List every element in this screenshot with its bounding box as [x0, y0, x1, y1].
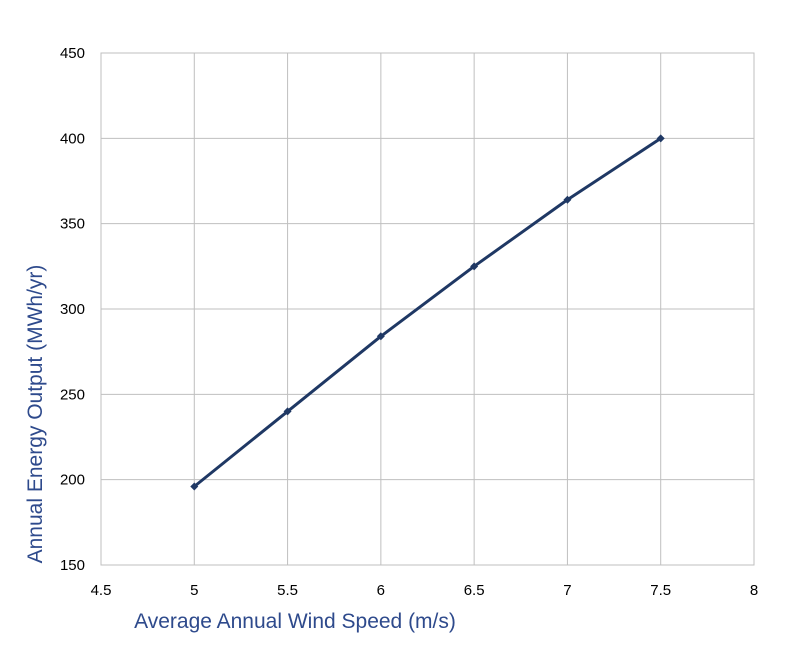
data-point-marker: [656, 134, 665, 143]
data-point-marker: [376, 332, 385, 341]
y-tick-label: 350: [60, 216, 85, 233]
data-point-marker: [470, 262, 479, 271]
x-tick-label: 7.5: [650, 582, 671, 599]
data-point-marker: [190, 482, 199, 491]
y-tick-label: 200: [60, 472, 85, 489]
y-tick-label: 250: [60, 386, 85, 403]
series-group: [190, 134, 665, 491]
x-tick-label: 6.5: [464, 582, 485, 599]
x-tick-label: 4.5: [91, 582, 112, 599]
plot-area-border: [100, 52, 755, 566]
x-tick-label: 5.5: [277, 582, 298, 599]
x-tick-label: 8: [750, 582, 758, 599]
series-line: [193, 137, 662, 488]
y-tick-labels: 150 200 250 300 350 400 450: [60, 45, 85, 574]
data-point-marker: [283, 407, 292, 416]
y-tick-label: 400: [60, 130, 85, 147]
x-axis-label: Average Annual Wind Speed (m/s): [134, 610, 456, 633]
x-tick-label: 6: [377, 582, 385, 599]
data-point-marker: [563, 195, 572, 204]
plot-frame: [100, 52, 755, 566]
y-tick-label: 150: [60, 557, 85, 574]
x-tick-label: 7: [563, 582, 571, 599]
x-tick-labels: 4.5 5 5.5 6 6.5 7 7.5 8: [91, 582, 759, 599]
y-axis-label: Annual Energy Output (MWh/yr): [24, 265, 47, 564]
y-tick-label: 450: [60, 45, 85, 62]
grid-lines: [100, 52, 755, 566]
x-tick-label: 5: [190, 582, 198, 599]
y-tick-label: 300: [60, 301, 85, 318]
